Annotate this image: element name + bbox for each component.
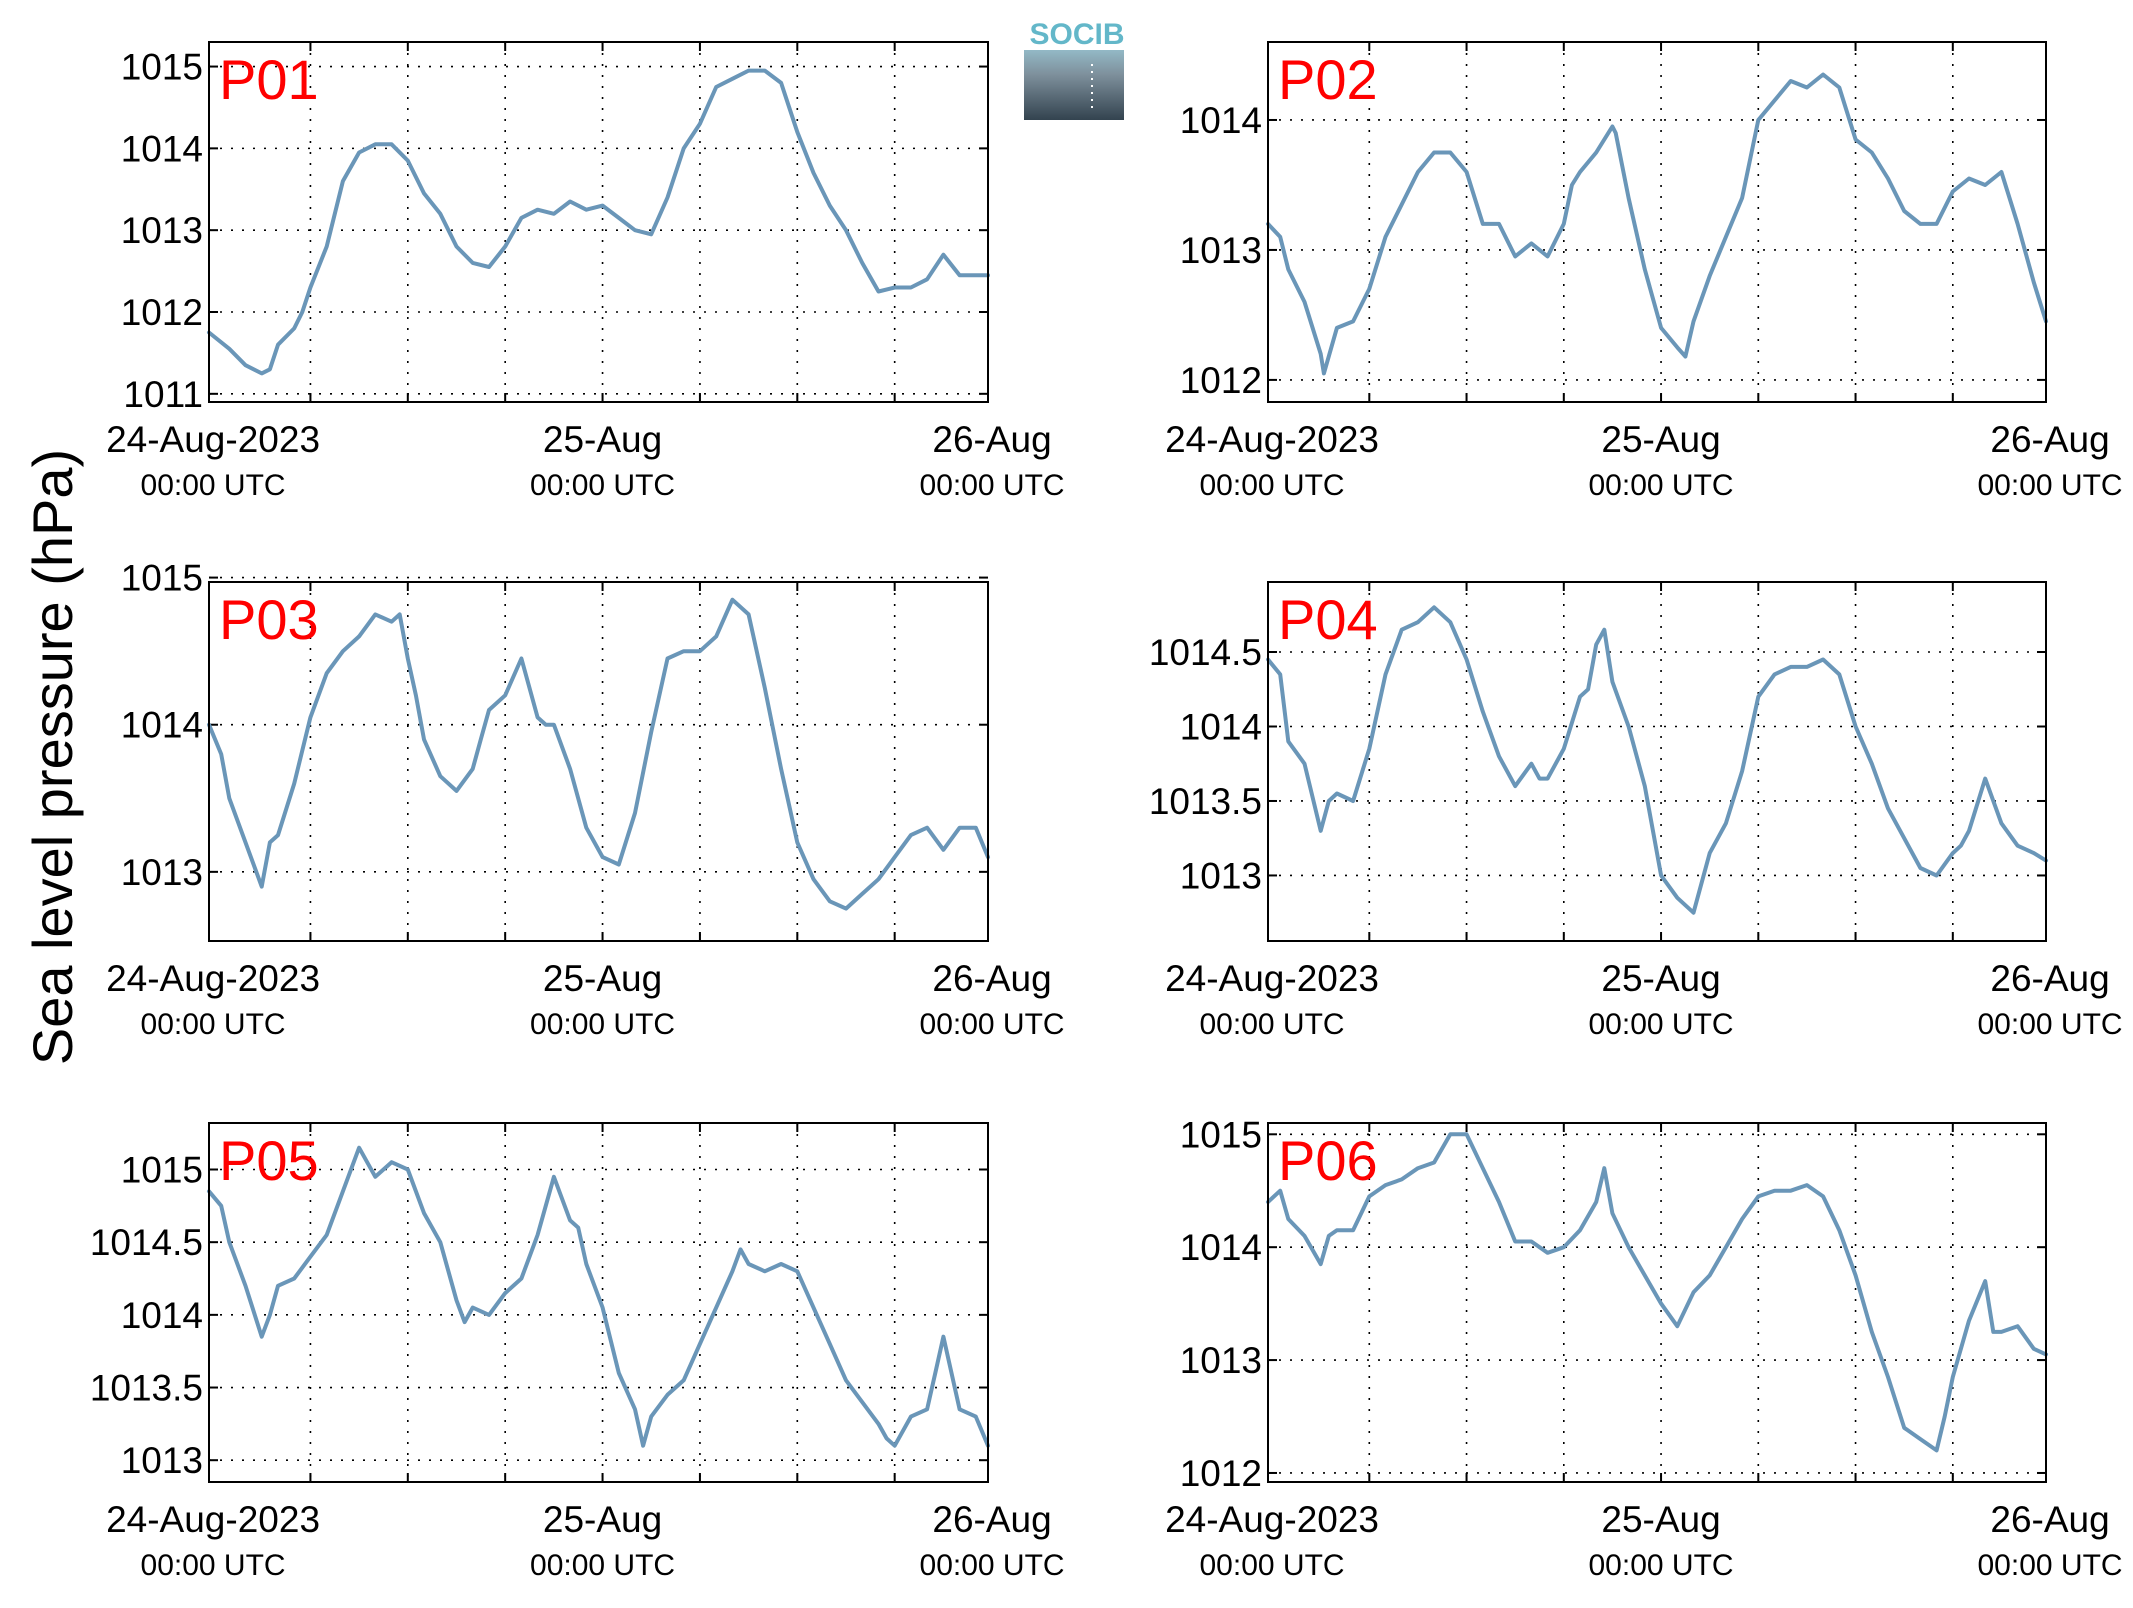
y-tick-label: 1015 (1180, 1114, 1262, 1155)
series-line-p06 (1266, 1132, 2048, 1453)
series-line-p02 (1266, 72, 2048, 376)
y-tick-label: 1014 (121, 1295, 203, 1336)
chart-panel-p05: 1013 1013.5 1014 1014.5 1015 P05 24-Aug-2023 00… (90, 1122, 1065, 1582)
x-tick-date-label: 24-Aug-2023 (1165, 958, 1379, 999)
x-tick-time-label: 00:00 UTC (1200, 1008, 1345, 1041)
y-tick-label: 1015 (121, 558, 203, 599)
y-tick-label: 1014.5 (1149, 632, 1262, 673)
x-tick-time-label: 00:00 UTC (1589, 469, 1734, 502)
series-line-p04 (1266, 605, 2048, 915)
y-tick-label: 1011 (123, 374, 203, 415)
chart-panel-p01: 1011 1012 1013 1014 1015 P01 24-Aug-2023 00:00 … (106, 41, 1065, 502)
panel-title-p03: P03 (219, 588, 319, 651)
x-tick-date-label: 24-Aug-2023 (106, 419, 320, 460)
y-tick-label: 1013 (1180, 855, 1262, 896)
panel-title-p04: P04 (1278, 588, 1378, 651)
x-tick-date-label: 26-Aug (1990, 958, 2109, 999)
x-tick-date-label: 24-Aug-2023 (1165, 419, 1379, 460)
chart-panel-p06: 1012 1013 1014 1015 P06 24-Aug-2023 00:00 UTC 2… (1165, 1114, 2123, 1582)
panels: 1011 1012 1013 1014 1015 P01 24-Aug-2023 00:00 … (90, 41, 2123, 1582)
series-line-p01 (207, 68, 990, 376)
y-tick-label: 1013 (1180, 230, 1262, 271)
y-tick-label: 1014 (1180, 100, 1262, 141)
x-tick-time-label: 00:00 UTC (920, 1008, 1065, 1041)
x-tick-time-label: 00:00 UTC (1978, 1549, 2123, 1582)
x-tick-time-label: 00:00 UTC (530, 1549, 675, 1582)
x-tick-time-label: 00:00 UTC (1589, 1549, 1734, 1582)
socib-logo: SOCIB (1024, 18, 1125, 120)
logo-text: SOCIB (1029, 18, 1124, 51)
y-tick-label: 1015 (121, 47, 203, 88)
x-tick-time-label: 00:00 UTC (1589, 1008, 1734, 1041)
x-tick-date-label: 26-Aug (932, 419, 1051, 460)
y-tick-label: 1013 (1180, 1340, 1262, 1381)
x-tick-date-label: 24-Aug-2023 (106, 958, 320, 999)
plot-frame (1267, 1122, 2047, 1483)
y-tick-label: 1013 (121, 210, 203, 251)
x-tick-date-label: 26-Aug (1990, 1499, 2109, 1540)
y-tick-label: 1014 (1180, 706, 1262, 747)
x-tick-date-label: 25-Aug (543, 419, 662, 460)
plot-frame (208, 581, 989, 942)
x-tick-time-label: 00:00 UTC (1978, 469, 2123, 502)
x-tick-time-label: 00:00 UTC (1978, 1008, 2123, 1041)
chart-panel-p02: 1012 1013 1014 P02 24-Aug-2023 00:00 UTC 25-Au… (1165, 41, 2123, 502)
y-tick-label: 1013 (121, 852, 203, 893)
x-tick-time-label: 00:00 UTC (920, 1549, 1065, 1582)
y-tick-label: 1012 (121, 292, 203, 333)
panel-title-p02: P02 (1278, 48, 1378, 111)
series-line-p05 (207, 1145, 990, 1448)
x-tick-date-label: 26-Aug (932, 958, 1051, 999)
y-tick-label: 1012 (1180, 1453, 1262, 1494)
y-axis-label: Sea level pressure (hPa) (21, 449, 84, 1065)
panel-title-p05: P05 (219, 1129, 319, 1192)
y-tick-label: 1014.5 (90, 1222, 203, 1263)
x-tick-time-label: 00:00 UTC (1200, 469, 1345, 502)
x-tick-time-label: 00:00 UTC (530, 1008, 675, 1041)
y-tick-label: 1014 (121, 705, 203, 746)
x-tick-date-label: 26-Aug (1990, 419, 2109, 460)
chart-panel-p04: 1013 1013.5 1014 1014.5 P04 24-Aug-2023 00:00 … (1149, 581, 2123, 1041)
y-tick-label: 1013.5 (1149, 781, 1262, 822)
x-tick-time-label: 00:00 UTC (141, 469, 286, 502)
x-tick-time-label: 00:00 UTC (141, 1549, 286, 1582)
y-tick-label: 1013.5 (90, 1368, 203, 1409)
y-tick-label: 1014 (1180, 1227, 1262, 1268)
y-tick-label: 1015 (121, 1150, 203, 1191)
panel-title-p01: P01 (219, 48, 319, 111)
series-line-p03 (207, 597, 990, 911)
y-tick-label: 1012 (1180, 360, 1262, 401)
plot-frame (208, 41, 989, 403)
x-tick-date-label: 26-Aug (932, 1499, 1051, 1540)
x-tick-time-label: 00:00 UTC (920, 469, 1065, 502)
y-tick-label: 1014 (121, 128, 203, 169)
logo-water (1024, 50, 1124, 120)
x-tick-date-label: 25-Aug (1601, 419, 1720, 460)
x-tick-date-label: 25-Aug (543, 1499, 662, 1540)
x-tick-date-label: 24-Aug-2023 (1165, 1499, 1379, 1540)
x-tick-date-label: 25-Aug (1601, 1499, 1720, 1540)
x-tick-date-label: 25-Aug (1601, 958, 1720, 999)
y-tick-label: 1013 (121, 1440, 203, 1481)
x-tick-date-label: 24-Aug-2023 (106, 1499, 320, 1540)
plot-frame (208, 1122, 989, 1483)
plot-frame (1267, 581, 2047, 942)
plot-frame (1267, 41, 2047, 403)
x-tick-time-label: 00:00 UTC (141, 1008, 286, 1041)
chart-panel-p03: 1013 1014 1015 P03 24-Aug-2023 00:00 UTC 25-Au… (106, 558, 1065, 1041)
panel-title-p06: P06 (1278, 1129, 1378, 1192)
x-tick-time-label: 00:00 UTC (530, 469, 675, 502)
x-tick-date-label: 25-Aug (543, 958, 662, 999)
x-tick-time-label: 00:00 UTC (1200, 1549, 1345, 1582)
